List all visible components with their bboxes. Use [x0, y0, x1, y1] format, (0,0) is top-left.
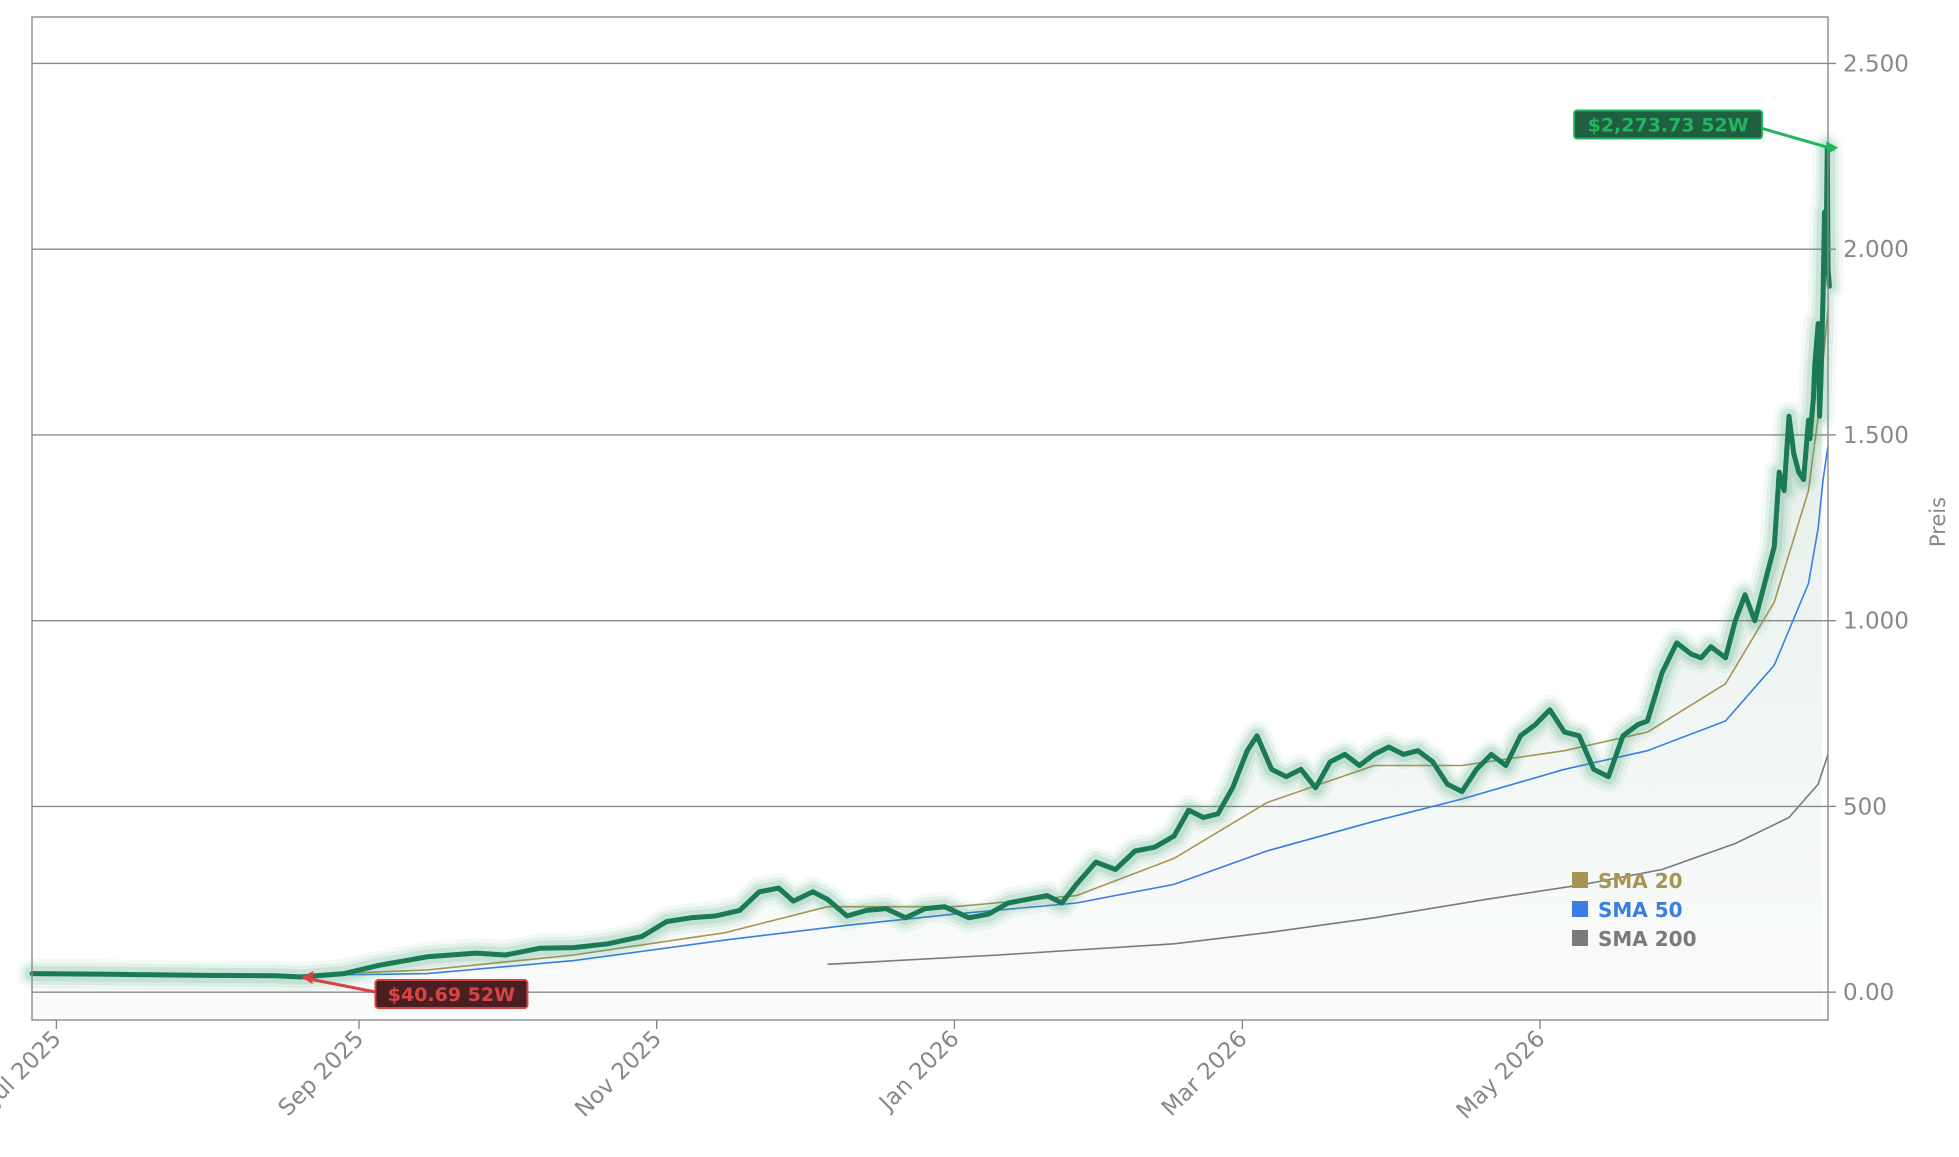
series-line-price — [29, 145, 1832, 980]
annotation-box-low — [374, 979, 529, 1010]
legend-label-2: SMA 200 — [1598, 927, 1697, 951]
annotation-label-low: $40.69 52W — [388, 984, 515, 1006]
legend-swatch-0 — [1572, 872, 1588, 888]
price-area-fill — [32, 147, 1830, 1020]
plot-frame — [31, 16, 1829, 1021]
x-tick-label: May 2026 — [1452, 1026, 1551, 1125]
legend-swatch-1 — [1572, 901, 1588, 917]
annotation-box-high — [1573, 109, 1764, 140]
y-tick-label: 500 — [1843, 794, 1887, 820]
y-tick-label: 2.500 — [1843, 51, 1909, 77]
legend-label-0: SMA 20 — [1598, 869, 1683, 893]
legend-swatch-2 — [1572, 930, 1588, 946]
x-tick-label: Sep 2025 — [274, 1026, 370, 1122]
annotation-arrowhead-low — [301, 971, 314, 985]
annotation-label-high: $2,273.73 52W — [1588, 114, 1749, 136]
y-axis-label: Preis — [1926, 497, 1950, 547]
x-tick-label: Mar 2026 — [1157, 1026, 1253, 1122]
y-tick-label: 2.000 — [1843, 237, 1909, 263]
legend-label-1: SMA 50 — [1598, 898, 1683, 922]
annotation-arrow-high — [1761, 127, 1836, 151]
y-tick-label: 1.000 — [1843, 609, 1909, 635]
x-tick-label: Jul 2025 — [0, 1026, 67, 1112]
y-tick-label: 1.500 — [1843, 423, 1909, 449]
annotation-arrowhead-high — [1826, 141, 1839, 155]
y-tick-label: 0.00 — [1843, 980, 1894, 1006]
annotation-arrow-low — [304, 976, 376, 994]
series-line-sma200 — [827, 754, 1829, 966]
x-tick-label: Nov 2025 — [570, 1026, 667, 1123]
x-tick-label: Jan 2026 — [873, 1026, 964, 1117]
series-line-sma50 — [124, 445, 1829, 977]
